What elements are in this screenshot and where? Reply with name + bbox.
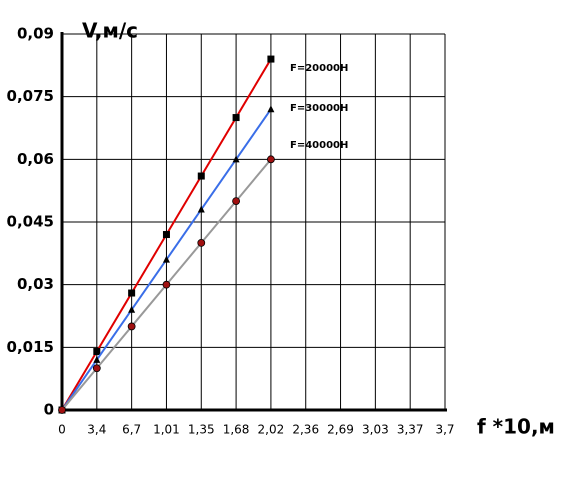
x-tick-label: 2,02 <box>258 423 285 437</box>
x-tick-label: 1,01 <box>153 423 180 437</box>
marker <box>197 205 205 213</box>
y-tick-label: 0 <box>44 401 54 419</box>
marker <box>267 55 275 63</box>
marker <box>267 105 275 113</box>
x-tick-label: 1,35 <box>188 423 215 437</box>
x-tick-label: 2,69 <box>327 423 354 437</box>
x-tick-label: 3,4 <box>87 423 106 437</box>
y-tick-label: 0,045 <box>7 213 54 231</box>
marker <box>127 322 136 331</box>
marker <box>93 355 101 363</box>
marker <box>232 197 240 206</box>
marker <box>232 114 240 122</box>
x-tick-label: 3,03 <box>362 423 389 437</box>
x-tick-label: 3,7 <box>435 423 454 437</box>
legend-label: F=40000H <box>290 140 348 151</box>
marker <box>197 238 206 247</box>
legend-label: F=30000H <box>290 103 348 114</box>
marker <box>92 364 101 373</box>
legend-label: F=20000H <box>290 63 348 74</box>
marker <box>93 348 101 356</box>
y-tick-label: 0,075 <box>7 87 54 105</box>
marker <box>267 155 275 164</box>
x-tick-label: 1,68 <box>223 423 250 437</box>
marker <box>232 155 240 163</box>
marker <box>128 289 136 297</box>
marker <box>162 280 171 289</box>
marker <box>197 172 205 180</box>
x-tick-label: 2,36 <box>292 423 319 437</box>
marker <box>162 255 170 263</box>
x-tick-label: 0 <box>58 423 66 437</box>
marker <box>162 231 170 239</box>
x-tick-label: 3,37 <box>397 423 424 437</box>
y-tick-label: 0,015 <box>7 338 54 356</box>
y-tick-label: 0,06 <box>17 150 54 168</box>
y-tick-label: 0,09 <box>17 25 54 43</box>
x-tick-label: 6,7 <box>122 423 141 437</box>
marker <box>58 406 66 414</box>
marker <box>128 305 136 313</box>
y-axis-title: V,м/с <box>82 19 138 43</box>
x-axis-title: f *10,м <box>477 415 555 439</box>
y-tick-label: 0,03 <box>17 275 54 293</box>
